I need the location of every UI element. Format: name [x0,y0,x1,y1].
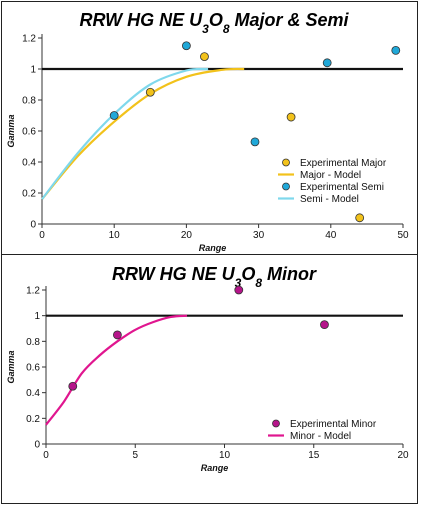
x-tick-label: 0 [43,450,49,461]
legend-marker [282,158,290,167]
legend-marker [272,419,280,428]
y-tick-label: 0.8 [22,96,36,107]
legend-entry: Major - Model [300,170,361,181]
y-tick-label: 0.4 [22,158,36,169]
x-tick-label: 20 [397,450,409,461]
data-point [200,52,209,61]
y-axis-label: Gamma [6,114,16,147]
x-tick-label: 10 [109,230,121,241]
data-point [250,137,260,147]
y-tick-label: 1 [34,311,40,322]
y-tick-label: 0 [34,440,40,451]
y-axis-label: Gamma [6,350,16,383]
legend-marker [282,182,290,191]
data-point [234,285,244,295]
data-point [109,111,119,120]
x-tick-label: 10 [219,450,231,461]
data-point [286,112,296,122]
series-line [45,314,188,426]
legend-entry: Minor - Model [290,431,351,442]
y-tick-label: 0 [30,220,36,231]
y-tick-label: 0.6 [22,127,36,138]
legend-entry: Experimental Semi [300,182,384,193]
panel-divider [1,254,418,255]
y-tick-label: 1.2 [22,34,36,45]
x-tick-label: 0 [39,230,45,241]
minor-chart: RRW HG NE U3O8 Minor 0 5 10 15 20 0 0.2 0.4 0.6 0.… [6,264,409,473]
y-tick-label: 1.2 [26,286,40,297]
data-point [181,41,191,51]
series-line [41,67,209,200]
y-tick-label: 0.4 [26,388,40,399]
y-tick-label: 0.2 [26,414,40,425]
data-point [322,58,332,68]
x-tick-label: 30 [253,230,265,241]
chart-title: RRW HG NE U3O8 Minor [112,264,317,290]
data-point [320,320,329,330]
x-tick-label: 50 [397,230,409,241]
chart-title: RRW HG NE U3O8 Major & Semi [79,10,349,36]
legend-entry: Experimental Minor [290,419,377,430]
data-point [113,330,122,340]
x-axis-label: Range [199,243,227,253]
x-tick-label: 15 [308,450,320,461]
x-tick-label: 5 [132,450,138,461]
y-tick-label: 0.8 [26,337,40,348]
y-tick-label: 0.6 [26,363,40,374]
x-tick-label: 20 [181,230,193,241]
data-point [145,87,155,97]
legend-entry: Experimental Major [300,158,387,169]
data-point [68,381,78,391]
x-axis-label: Range [201,463,229,473]
x-tick-label: 40 [325,230,337,241]
data-point [391,46,401,55]
major-semi-chart: RRW HG NE U3O8 Major & Semi 0 10 20 30 40 50 0 0… [6,10,409,253]
data-point [355,213,365,223]
y-tick-label: 1 [30,65,36,76]
legend-entry: Semi - Model [300,194,359,205]
y-tick-label: 0.2 [22,189,36,200]
